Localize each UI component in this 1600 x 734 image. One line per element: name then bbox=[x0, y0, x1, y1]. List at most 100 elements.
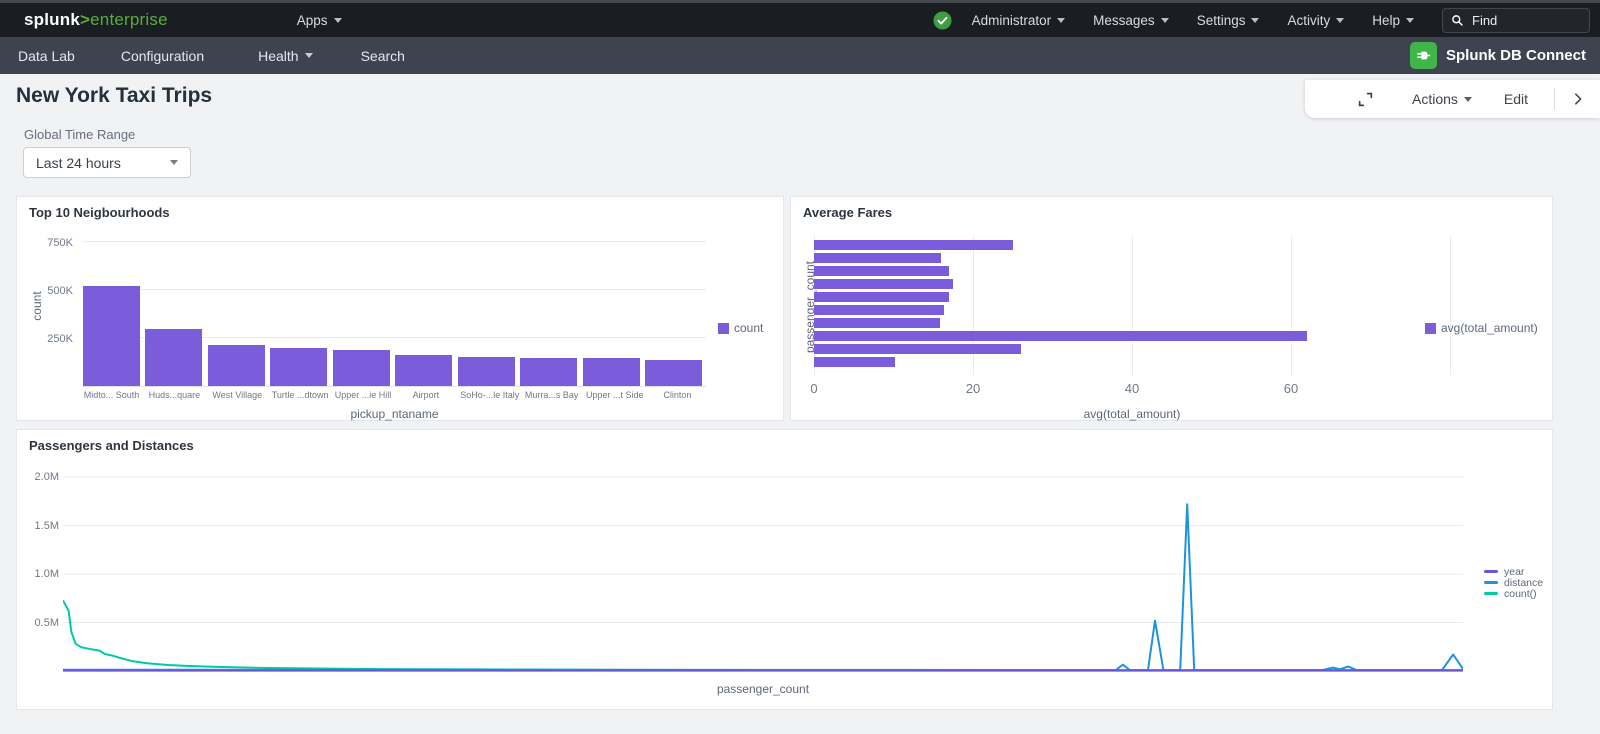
bar[interactable] bbox=[582, 358, 640, 386]
chart-legend[interactable]: avg(total_amount) bbox=[1425, 321, 1538, 335]
chart-title: Passengers and Distances bbox=[29, 438, 194, 453]
activity-menu[interactable]: Activity bbox=[1273, 3, 1358, 37]
bar[interactable] bbox=[457, 356, 515, 386]
actions-button[interactable]: Actions bbox=[1412, 91, 1472, 107]
bar[interactable] bbox=[520, 358, 578, 386]
bar[interactable] bbox=[814, 305, 944, 315]
x-category-label: Upper ...t Side bbox=[586, 390, 644, 400]
edit-button-label: Edit bbox=[1503, 91, 1529, 107]
series-distance[interactable] bbox=[63, 503, 1463, 671]
bar[interactable] bbox=[145, 329, 203, 386]
bar[interactable] bbox=[814, 331, 1307, 341]
nav-item-data-lab[interactable]: Data Lab bbox=[2, 37, 91, 74]
legend-swatch bbox=[1484, 581, 1498, 584]
bar[interactable] bbox=[83, 286, 140, 386]
bar-series bbox=[814, 240, 1450, 370]
bar[interactable] bbox=[814, 344, 1021, 354]
logo-gt-text: > bbox=[80, 10, 91, 29]
chevron-down-icon bbox=[333, 17, 342, 23]
page-title: New York Taxi Trips bbox=[16, 84, 213, 107]
legend-item[interactable]: distance bbox=[1484, 576, 1544, 589]
logo-product-text: enterprise bbox=[90, 10, 168, 29]
time-range-dropdown[interactable]: Last 24 hours bbox=[23, 147, 191, 178]
chart-legend: year distance count() bbox=[1484, 565, 1544, 600]
chart-title: Average Fares bbox=[803, 205, 893, 220]
legend-item[interactable]: count() bbox=[1484, 587, 1543, 600]
x-tick-label: 20 bbox=[965, 381, 981, 396]
bar[interactable] bbox=[814, 266, 950, 276]
gridline bbox=[83, 337, 706, 338]
apps-menu[interactable]: Apps bbox=[283, 3, 356, 37]
x-category-label: Airport bbox=[412, 390, 440, 400]
bar[interactable] bbox=[814, 357, 896, 367]
legend-label: distance bbox=[1504, 576, 1544, 589]
chevron-down-icon bbox=[1463, 96, 1472, 102]
panel-passengers-distances: Passengers and Distances passenger_count… bbox=[16, 429, 1553, 710]
bar[interactable] bbox=[814, 240, 1013, 250]
chevron-down-icon bbox=[304, 53, 313, 58]
x-tick-label: 40 bbox=[1124, 381, 1140, 396]
x-tick-label: 0 bbox=[810, 381, 818, 396]
line-chart-plot bbox=[63, 476, 1463, 672]
legend-label: count() bbox=[1504, 587, 1537, 600]
bar[interactable] bbox=[814, 253, 942, 263]
search-icon bbox=[1452, 14, 1463, 26]
x-axis-title: avg(total_amount) bbox=[1083, 407, 1181, 421]
find-input[interactable] bbox=[1470, 11, 1581, 29]
y-tick-label: 0.5M bbox=[34, 616, 59, 629]
gridline bbox=[1132, 235, 1133, 375]
nav-item-label: Configuration bbox=[120, 47, 205, 64]
splunk-logo[interactable]: splunk>enterprise bbox=[24, 10, 168, 30]
edit-button[interactable]: Edit bbox=[1504, 91, 1528, 107]
bar[interactable] bbox=[644, 359, 702, 386]
nav-item-configuration[interactable]: Configuration bbox=[105, 37, 220, 74]
toolbar-divider bbox=[1554, 88, 1556, 110]
legend-label: year bbox=[1504, 565, 1525, 578]
top-navbar: splunk>enterprise Apps Administrator Mes… bbox=[0, 3, 1600, 37]
app-navbar: Data Lab Configuration Health Search Spl… bbox=[0, 37, 1600, 74]
y-tick-label: 750K bbox=[47, 237, 73, 249]
bar[interactable] bbox=[814, 292, 950, 302]
x-category-label: Murra...s Bay bbox=[524, 390, 579, 400]
x-category-label: Clinton bbox=[663, 390, 692, 400]
bar[interactable] bbox=[270, 347, 328, 386]
x-category-label: Huds...quare bbox=[148, 390, 201, 400]
app-brand[interactable]: Splunk DB Connect bbox=[1409, 42, 1586, 69]
settings-menu-label: Settings bbox=[1196, 12, 1246, 28]
help-menu[interactable]: Help bbox=[1358, 3, 1428, 37]
bar[interactable] bbox=[332, 349, 390, 386]
nav-item-search[interactable]: Search bbox=[345, 37, 421, 74]
x-axis-title: pickup_ntaname bbox=[350, 407, 439, 421]
bar[interactable] bbox=[814, 279, 954, 289]
chevron-down-icon bbox=[1057, 17, 1066, 23]
x-category-label: Upper ...ie Hill bbox=[334, 390, 392, 400]
x-category-label: West Village bbox=[212, 390, 263, 400]
bar-series bbox=[83, 286, 702, 386]
administrator-menu-label: Administrator bbox=[971, 12, 1052, 28]
bar[interactable] bbox=[207, 344, 265, 386]
administrator-menu[interactable]: Administrator bbox=[958, 3, 1080, 37]
chevron-right-icon[interactable] bbox=[1571, 92, 1585, 106]
time-range-value: Last 24 hours bbox=[36, 154, 121, 171]
gridline bbox=[973, 235, 974, 375]
health-status-icon[interactable] bbox=[933, 10, 952, 30]
legend-swatch bbox=[718, 322, 729, 334]
gridline bbox=[83, 241, 706, 242]
settings-menu[interactable]: Settings bbox=[1183, 3, 1274, 37]
chevron-down-icon bbox=[1251, 17, 1260, 23]
find-search-box[interactable] bbox=[1442, 7, 1590, 33]
chevron-down-icon bbox=[1160, 17, 1169, 23]
chart-legend[interactable]: count bbox=[718, 321, 763, 335]
nav-item-health[interactable]: Health bbox=[242, 37, 328, 74]
y-tick-label: 250K bbox=[47, 333, 73, 345]
db-connect-plug-icon bbox=[1409, 42, 1437, 69]
panel-top10-neighbourhoods: Top 10 Neigbourhoods count Midto... Sout… bbox=[16, 196, 784, 421]
legend-item[interactable]: year bbox=[1484, 565, 1543, 578]
series-count()[interactable] bbox=[63, 599, 1463, 671]
bar[interactable] bbox=[814, 318, 941, 328]
legend-label: count bbox=[734, 321, 764, 335]
bar[interactable] bbox=[395, 355, 453, 386]
fullscreen-icon[interactable] bbox=[1357, 91, 1374, 108]
hbar-chart-plot bbox=[814, 235, 1451, 375]
messages-menu[interactable]: Messages bbox=[1079, 3, 1183, 37]
